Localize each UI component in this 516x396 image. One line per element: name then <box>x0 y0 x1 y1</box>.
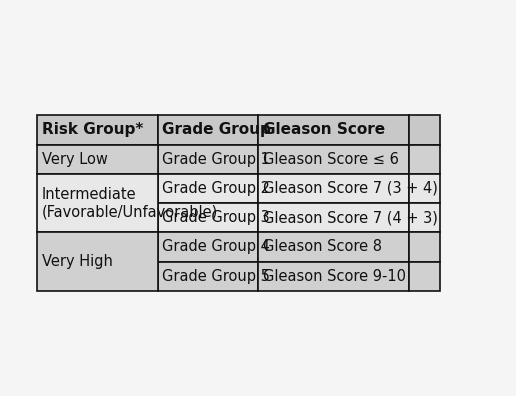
Text: Grade Group 2: Grade Group 2 <box>162 181 270 196</box>
Text: Grade Group: Grade Group <box>162 122 271 137</box>
Bar <box>157 115 258 145</box>
Bar <box>409 232 440 262</box>
Text: Gleason Score 7 (4 + 3): Gleason Score 7 (4 + 3) <box>263 210 438 225</box>
Bar <box>258 232 409 262</box>
Bar <box>37 232 157 291</box>
Text: Gleason Score 8: Gleason Score 8 <box>263 240 382 255</box>
Bar <box>409 174 440 203</box>
Text: Very Low: Very Low <box>42 152 108 167</box>
Text: Intermediate
(Favorable/Unfavorable): Intermediate (Favorable/Unfavorable) <box>42 187 218 219</box>
Bar <box>157 232 258 262</box>
Text: Grade Group 5: Grade Group 5 <box>162 269 270 284</box>
Bar <box>409 262 440 291</box>
Bar <box>258 115 409 145</box>
Text: Grade Group 3: Grade Group 3 <box>162 210 270 225</box>
Bar <box>157 203 258 232</box>
Bar <box>37 145 157 174</box>
Bar <box>37 115 157 145</box>
Text: Gleason Score 7 (3 + 4): Gleason Score 7 (3 + 4) <box>263 181 438 196</box>
Bar <box>409 145 440 174</box>
Text: Grade Group 4: Grade Group 4 <box>162 240 270 255</box>
Text: Risk Group*: Risk Group* <box>42 122 143 137</box>
Bar <box>37 174 157 232</box>
Text: Gleason Score 9-10: Gleason Score 9-10 <box>263 269 406 284</box>
Text: Grade Group 1: Grade Group 1 <box>162 152 270 167</box>
Bar <box>157 145 258 174</box>
Bar <box>258 145 409 174</box>
Bar <box>258 262 409 291</box>
Bar <box>409 115 440 145</box>
Bar <box>157 262 258 291</box>
Bar <box>157 174 258 203</box>
Bar <box>258 203 409 232</box>
Bar <box>409 203 440 232</box>
Text: Gleason Score: Gleason Score <box>263 122 385 137</box>
Bar <box>258 174 409 203</box>
Text: Very High: Very High <box>42 254 113 269</box>
Text: Gleason Score ≤ 6: Gleason Score ≤ 6 <box>263 152 399 167</box>
